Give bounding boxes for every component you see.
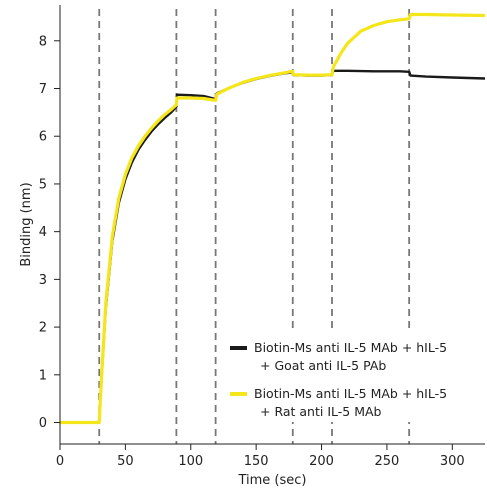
axes xyxy=(59,5,485,445)
series-lines xyxy=(60,12,486,425)
legend-label-2: Biotin-Ms anti IL-5 MAb + hIL-5 + Rat ant… xyxy=(254,386,447,419)
step-markers xyxy=(98,9,411,444)
y-tick-label-4: 4 xyxy=(39,225,47,240)
x-tick-label-250: 250 xyxy=(375,454,400,469)
x-tick-label-300: 300 xyxy=(440,454,465,469)
x-tick-label-50: 50 xyxy=(117,454,134,469)
y-tick-label-8: 8 xyxy=(39,34,47,49)
legend-label-1: Biotin-Ms anti IL-5 MAb + hIL-5 + Goat an… xyxy=(254,340,447,373)
series-line-2 xyxy=(60,12,486,425)
y-tick-label-2: 2 xyxy=(39,321,47,336)
y-tick-label-7: 7 xyxy=(39,82,47,97)
x-tick-label-200: 200 xyxy=(309,454,334,469)
legend-background xyxy=(224,332,478,422)
y-tick-label-0: 0 xyxy=(39,416,47,431)
y-tick-label-3: 3 xyxy=(39,273,47,288)
x-axis-title: Time (sec) xyxy=(237,473,306,488)
y-axis-title: Binding (nm) xyxy=(19,182,34,266)
x-tick-label-0: 0 xyxy=(56,454,64,469)
y-tick-label-1: 1 xyxy=(39,368,47,383)
x-tick-label-100: 100 xyxy=(178,454,203,469)
y-tick-label-5: 5 xyxy=(39,177,47,192)
legend: Biotin-Ms anti IL-5 MAb + hIL-5 + Goat an… xyxy=(224,332,478,422)
x-tick-label-150: 150 xyxy=(244,454,269,469)
ticks: 0 50 100 150 200 250 300 0 1 2 3 4 5 6 7 8 xyxy=(39,34,465,469)
y-tick-label-6: 6 xyxy=(39,130,47,145)
